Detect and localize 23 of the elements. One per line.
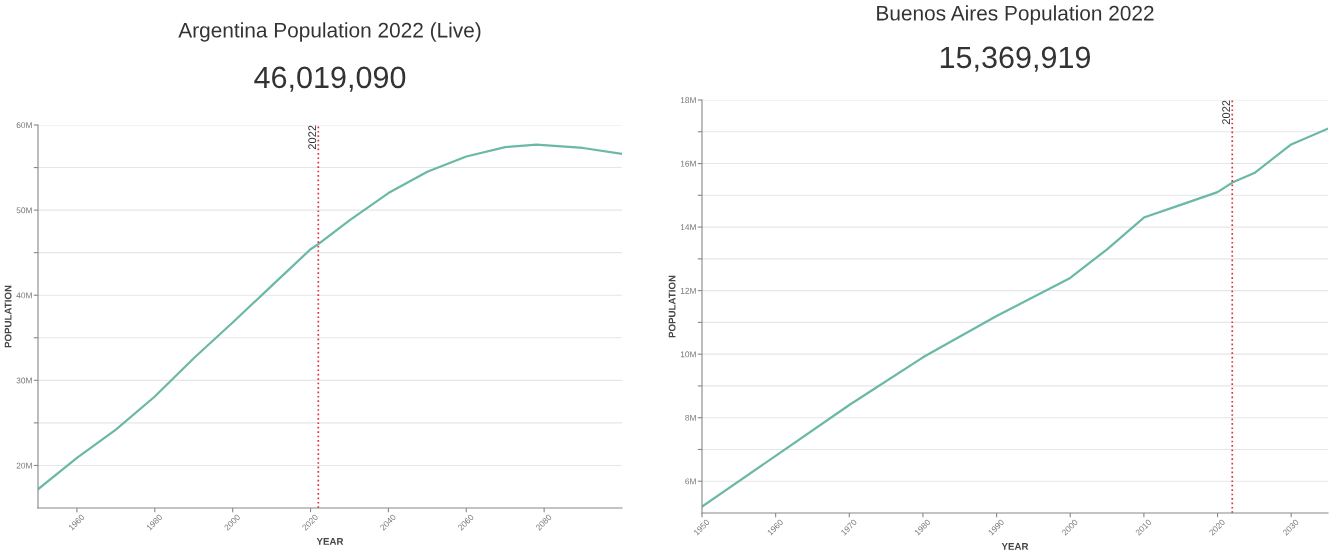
y-tick-label: 20M [16,462,32,469]
chart-title: Argentina Population 2022 (Live) [178,22,481,42]
y-tick-label: 12M [680,287,696,294]
y-tick-label: 18M [680,97,696,104]
y-tick-label: 6M [685,478,696,485]
ref-line-label: 2022 [1222,100,1231,125]
y-axis-title: POPULATION [4,285,12,348]
y-tick-label: 50M [16,207,32,214]
chart-title: Buenos Aires Population 2022 [877,5,1154,25]
y-tick-label: 8M [685,414,696,421]
line-series [702,127,1328,508]
y-tick-label: 40M [16,292,32,299]
x-axis-title: YEAR [1001,543,1029,550]
chart-subtitle: 46,019,090 [254,66,406,92]
y-tick-label: 14M [680,224,696,231]
y-tick-label: 16M [680,160,696,167]
y-tick-label: 30M [16,377,32,384]
chart-subtitle: 15,369,919 [940,46,1091,72]
y-tick-label: 10M [680,351,696,358]
y-tick-label: 60M [16,122,32,129]
y-axis-title: POPULATION [668,275,676,338]
ref-line-label: 2022 [308,125,317,150]
x-axis-title: YEAR [316,538,344,545]
